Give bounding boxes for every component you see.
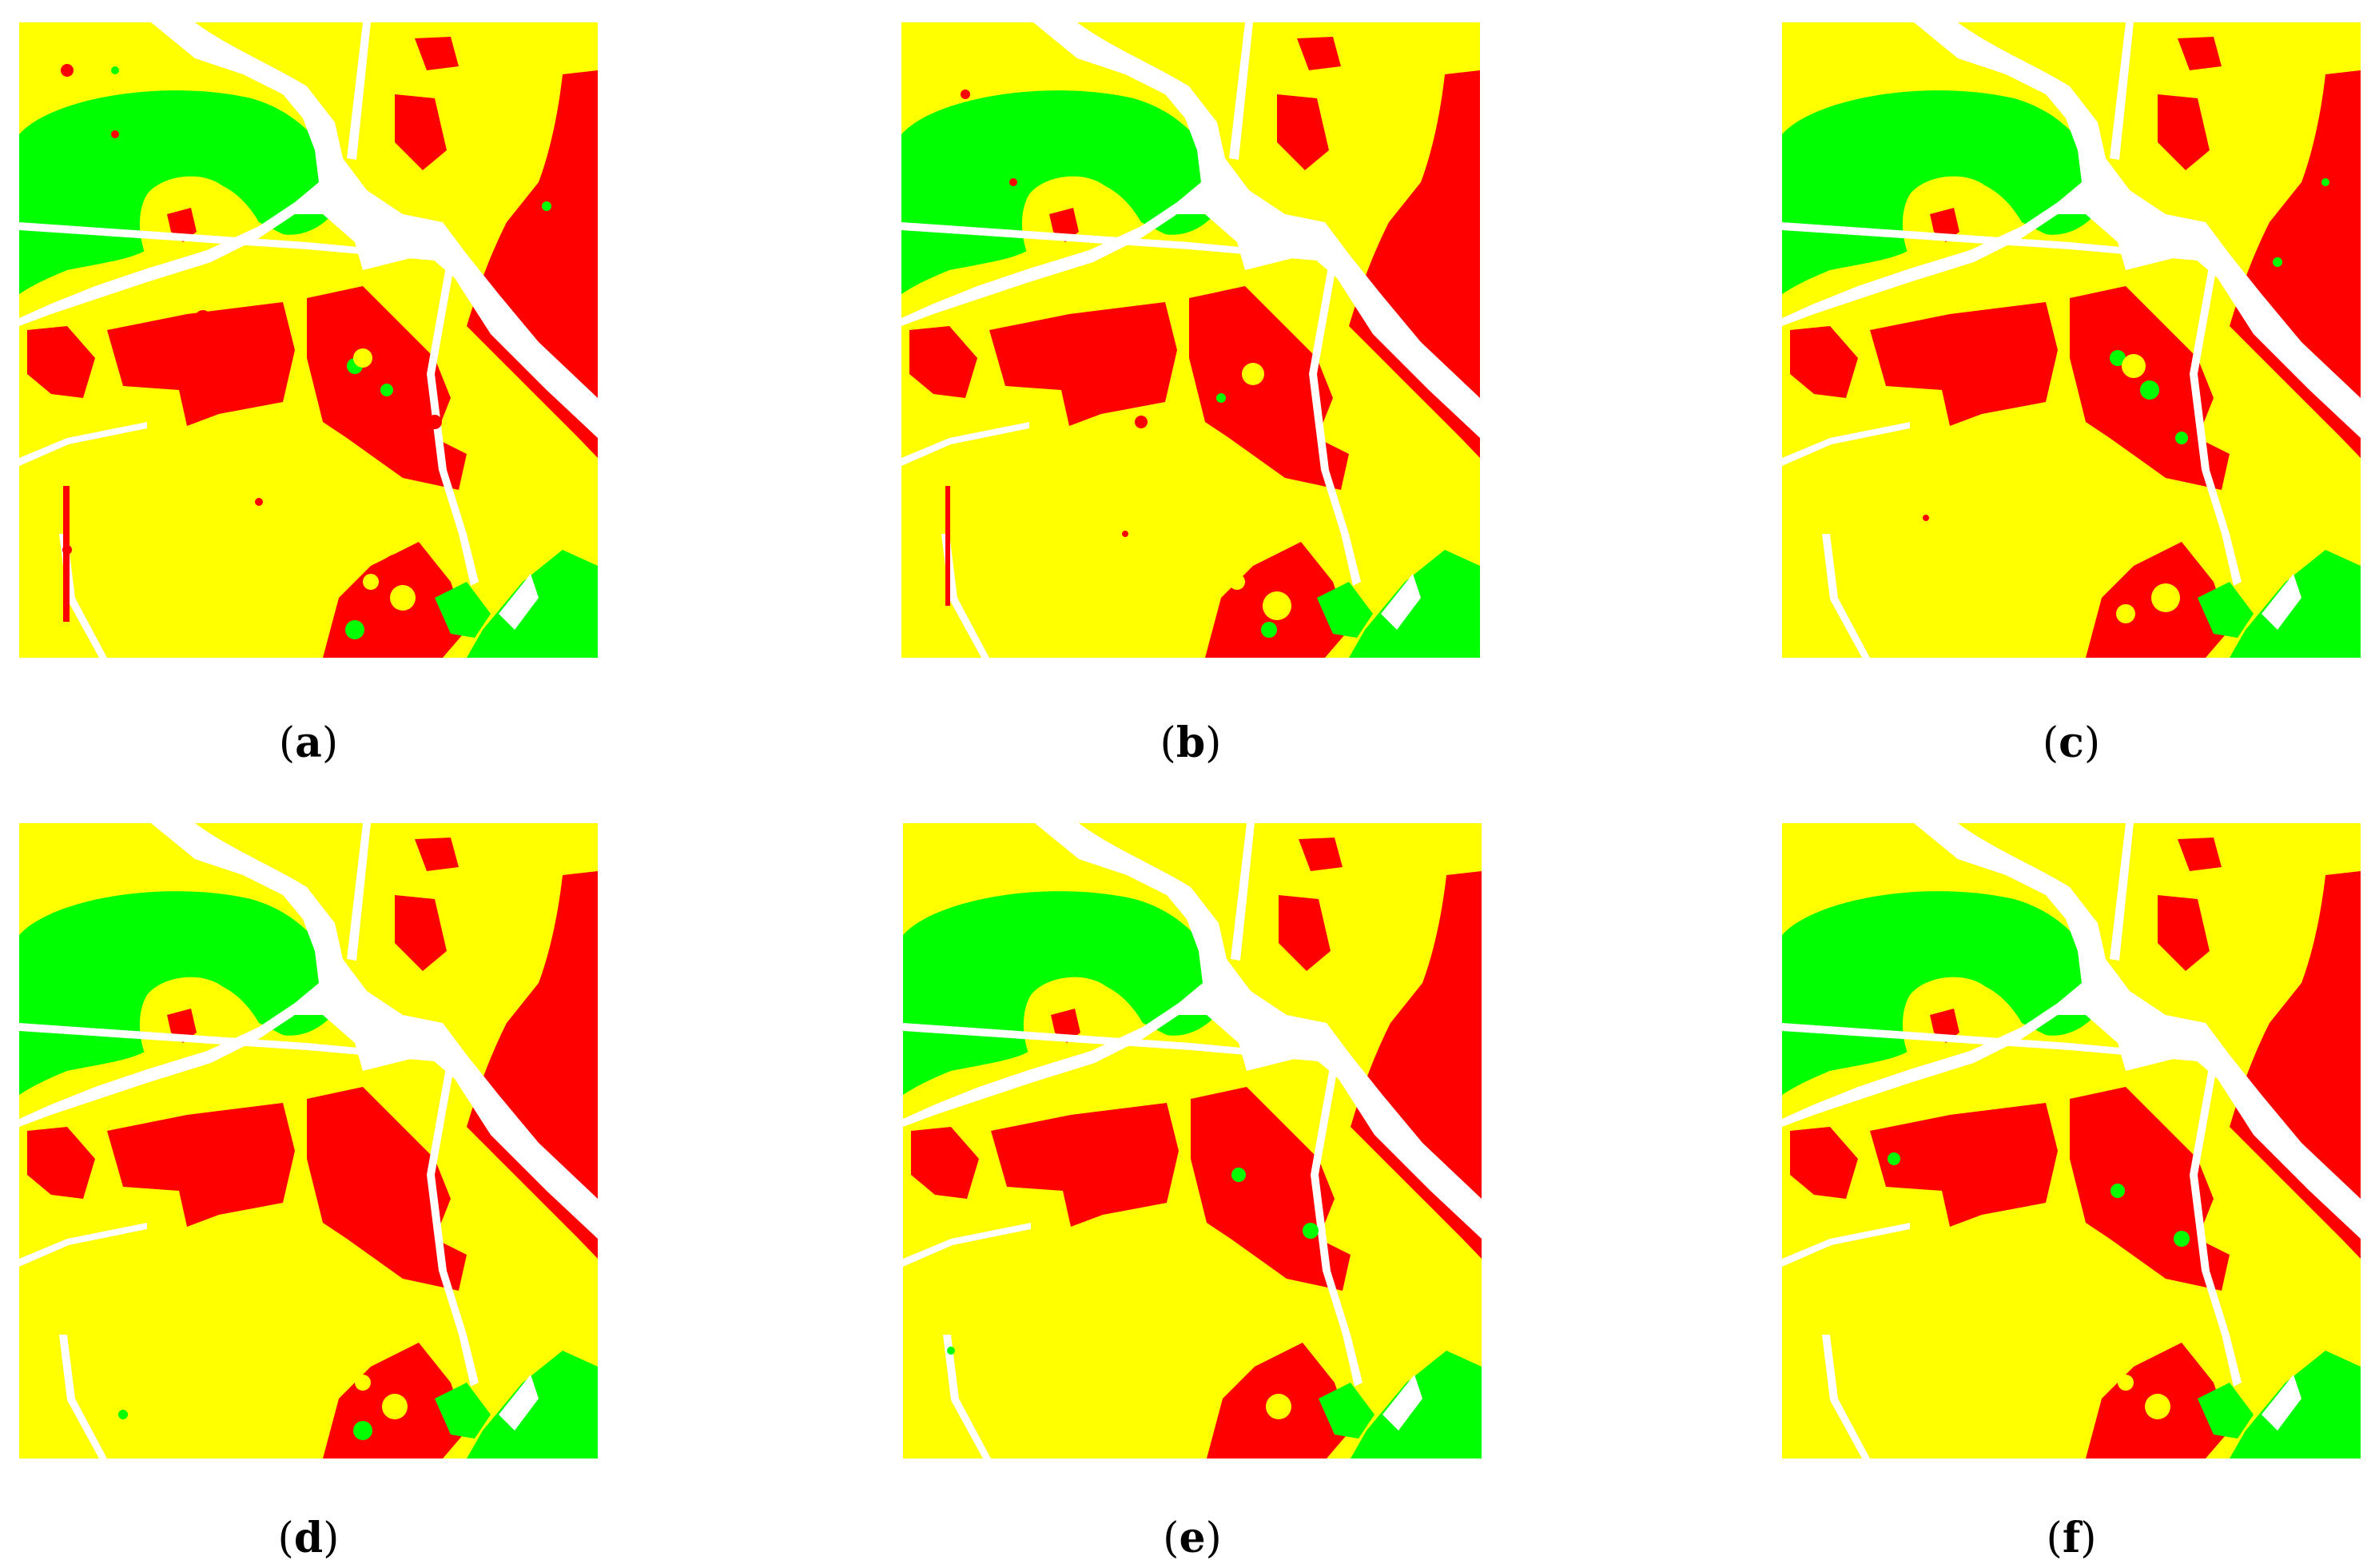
map-panel-c	[1782, 22, 2361, 658]
map-panel-d	[19, 823, 598, 1459]
caption-e: (e)	[1163, 1514, 1222, 1563]
map-panel-a	[19, 22, 598, 658]
map-panel-b	[901, 22, 1480, 658]
classification-map-b	[901, 22, 1480, 658]
classification-map-a	[19, 22, 598, 658]
caption-a: (a)	[278, 718, 339, 768]
caption-d: (d)	[277, 1514, 340, 1563]
classification-map-d	[19, 823, 598, 1459]
map-panel-f	[1782, 823, 2361, 1459]
caption-c: (c)	[2042, 718, 2101, 768]
caption-f: (f)	[2046, 1514, 2097, 1563]
caption-b: (b)	[1160, 718, 1222, 768]
map-panel-e	[903, 823, 1482, 1459]
classification-map-c	[1782, 22, 2361, 658]
classification-map-e	[903, 823, 1482, 1459]
classification-map-f	[1782, 823, 2361, 1459]
